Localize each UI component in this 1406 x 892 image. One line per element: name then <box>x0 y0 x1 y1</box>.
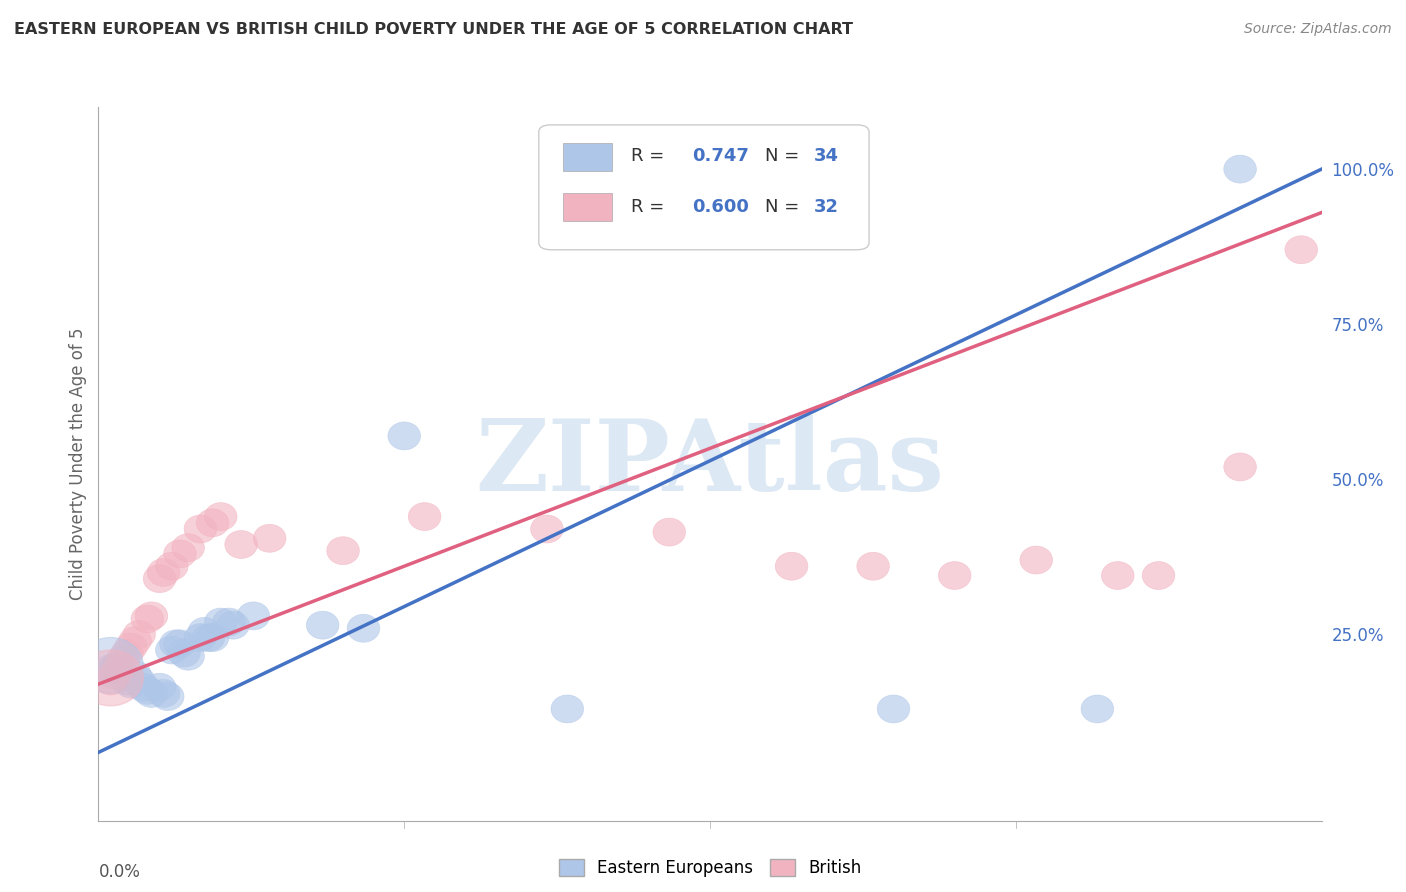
Ellipse shape <box>167 640 201 667</box>
Ellipse shape <box>156 636 188 664</box>
Text: N =: N = <box>765 146 806 164</box>
Ellipse shape <box>127 673 160 701</box>
Ellipse shape <box>408 502 441 531</box>
Ellipse shape <box>122 667 156 695</box>
Ellipse shape <box>188 617 221 645</box>
Ellipse shape <box>122 621 156 648</box>
Ellipse shape <box>856 552 890 580</box>
FancyBboxPatch shape <box>564 193 612 221</box>
Ellipse shape <box>107 661 139 689</box>
Ellipse shape <box>111 667 143 695</box>
Ellipse shape <box>347 615 380 642</box>
Y-axis label: Child Poverty Under the Age of 5: Child Poverty Under the Age of 5 <box>69 327 87 600</box>
Ellipse shape <box>115 670 148 698</box>
FancyBboxPatch shape <box>564 143 612 171</box>
Ellipse shape <box>197 508 229 537</box>
Ellipse shape <box>551 695 583 723</box>
Ellipse shape <box>238 602 270 630</box>
Ellipse shape <box>652 518 686 546</box>
Ellipse shape <box>184 515 217 543</box>
Ellipse shape <box>111 640 143 667</box>
Ellipse shape <box>131 605 163 633</box>
Ellipse shape <box>148 680 180 707</box>
Ellipse shape <box>103 655 135 682</box>
Ellipse shape <box>156 552 188 580</box>
Ellipse shape <box>253 524 285 552</box>
Ellipse shape <box>307 611 339 640</box>
Legend: Eastern Europeans, British: Eastern Europeans, British <box>553 852 868 884</box>
Ellipse shape <box>1142 562 1175 590</box>
Ellipse shape <box>775 552 808 580</box>
Ellipse shape <box>204 502 238 531</box>
Ellipse shape <box>143 565 176 592</box>
Ellipse shape <box>120 661 152 689</box>
Ellipse shape <box>1019 546 1053 574</box>
Ellipse shape <box>103 651 135 680</box>
Ellipse shape <box>131 676 163 705</box>
Ellipse shape <box>107 645 139 673</box>
Ellipse shape <box>326 537 360 565</box>
Text: R =: R = <box>630 198 669 216</box>
Ellipse shape <box>94 667 127 695</box>
Ellipse shape <box>160 630 193 657</box>
Text: N =: N = <box>765 198 806 216</box>
Text: 0.747: 0.747 <box>692 146 748 164</box>
Text: Source: ZipAtlas.com: Source: ZipAtlas.com <box>1244 22 1392 37</box>
Text: EASTERN EUROPEAN VS BRITISH CHILD POVERTY UNDER THE AGE OF 5 CORRELATION CHART: EASTERN EUROPEAN VS BRITISH CHILD POVERT… <box>14 22 853 37</box>
Ellipse shape <box>1285 235 1317 264</box>
Text: 0.600: 0.600 <box>692 198 748 216</box>
Ellipse shape <box>225 531 257 558</box>
Text: 34: 34 <box>814 146 839 164</box>
Text: ZIPAtlas: ZIPAtlas <box>475 416 945 512</box>
Ellipse shape <box>152 682 184 711</box>
Ellipse shape <box>1223 453 1257 481</box>
Ellipse shape <box>163 630 197 657</box>
Ellipse shape <box>135 680 167 707</box>
Ellipse shape <box>877 695 910 723</box>
Ellipse shape <box>204 608 238 636</box>
Ellipse shape <box>1081 695 1114 723</box>
Ellipse shape <box>197 624 229 651</box>
Ellipse shape <box>388 422 420 450</box>
Ellipse shape <box>98 655 131 682</box>
Ellipse shape <box>94 655 127 682</box>
Text: R =: R = <box>630 146 669 164</box>
Ellipse shape <box>143 673 176 701</box>
Ellipse shape <box>135 602 167 630</box>
Ellipse shape <box>148 558 180 586</box>
Ellipse shape <box>193 624 225 651</box>
Ellipse shape <box>1223 155 1257 183</box>
Ellipse shape <box>79 638 143 693</box>
Ellipse shape <box>1101 562 1135 590</box>
Ellipse shape <box>120 627 152 655</box>
Ellipse shape <box>172 642 204 670</box>
Ellipse shape <box>98 661 131 689</box>
Ellipse shape <box>115 633 148 661</box>
Ellipse shape <box>184 624 217 651</box>
Ellipse shape <box>212 608 245 636</box>
FancyBboxPatch shape <box>538 125 869 250</box>
Ellipse shape <box>217 611 249 640</box>
Ellipse shape <box>172 533 204 562</box>
Ellipse shape <box>530 515 564 543</box>
Ellipse shape <box>938 562 972 590</box>
Ellipse shape <box>79 650 143 706</box>
Text: 0.0%: 0.0% <box>98 863 141 881</box>
Text: 32: 32 <box>814 198 839 216</box>
Ellipse shape <box>163 540 197 568</box>
